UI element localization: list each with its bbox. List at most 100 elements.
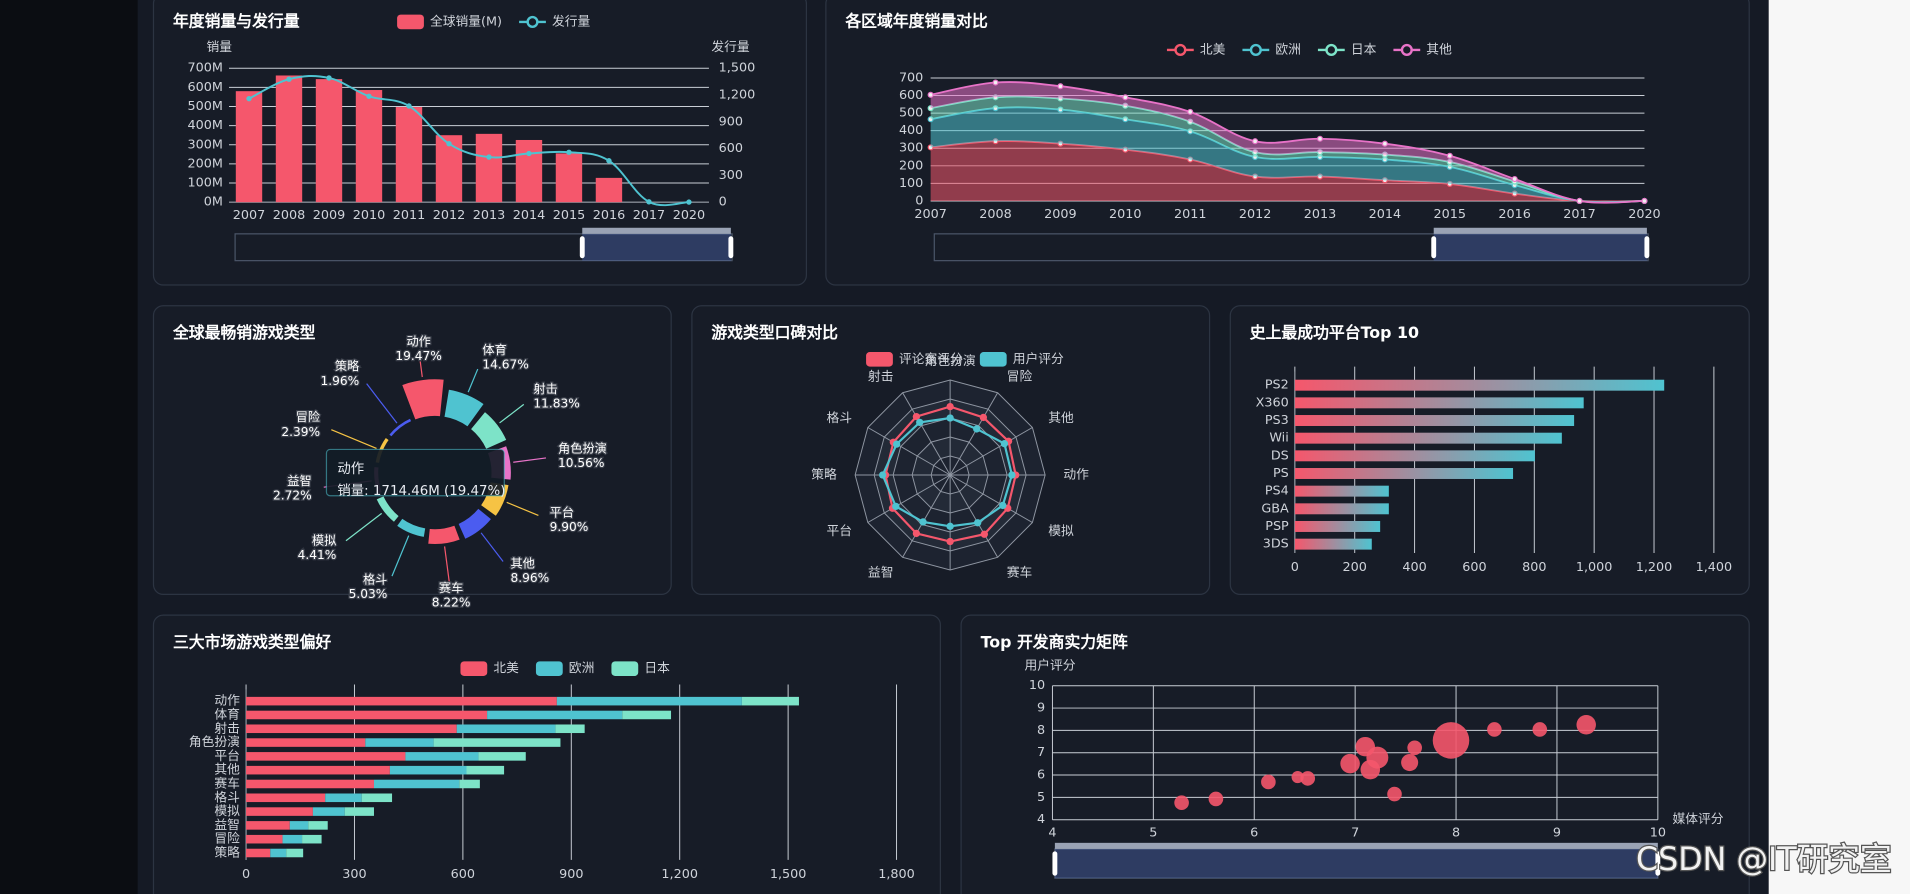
- bubble: [1387, 786, 1402, 802]
- bar: [595, 177, 623, 203]
- panel: [1229, 305, 1750, 595]
- bar: [355, 90, 383, 203]
- radar-spoke: [949, 427, 1033, 476]
- radar-axis-label: 平台: [826, 524, 852, 539]
- bar: [1294, 485, 1389, 497]
- bar: [515, 139, 543, 203]
- bar: [1294, 397, 1584, 409]
- radar-spoke: [902, 474, 951, 558]
- bubble: [1576, 715, 1596, 735]
- radar-point: [892, 440, 901, 448]
- x-tick-label: 2007: [914, 207, 947, 222]
- x-tick-label: 2011: [393, 208, 426, 223]
- watermark: CSDN @IT研究室: [1636, 842, 1892, 878]
- radar-point: [912, 529, 921, 538]
- legend-label: 北美: [493, 661, 519, 676]
- pie-label: 益智: [287, 473, 311, 488]
- y-tick-label: 0M: [204, 195, 223, 210]
- x-tick-label: 1,200: [661, 867, 698, 882]
- point: [992, 79, 999, 86]
- y-tick-label: PSP: [1265, 519, 1289, 534]
- area: [930, 107, 1645, 203]
- leader-line: [443, 546, 451, 584]
- x-axis-title: 媒体评分: [1672, 812, 1723, 827]
- pie-label: 格斗: [363, 572, 387, 587]
- y-tick-label: PS3: [1265, 413, 1289, 428]
- rose-sector: [400, 378, 445, 421]
- legend-label: 其他: [1426, 42, 1452, 57]
- bar: [246, 724, 457, 734]
- x-tick-label: 1,200: [1636, 560, 1673, 575]
- bar: [246, 834, 283, 844]
- radar-point: [946, 402, 954, 411]
- bar: [1294, 450, 1535, 462]
- x-tick-label: 600: [451, 867, 475, 882]
- panel-title: 全球最畅销游戏类型: [172, 323, 316, 342]
- y-tick-label: PS2: [1265, 378, 1289, 393]
- x-tick-label: 2009: [1044, 207, 1077, 222]
- legend-swatch: [526, 15, 539, 29]
- point: [1316, 135, 1324, 142]
- bar: [246, 848, 271, 858]
- y-tick-label: 策略: [214, 844, 240, 860]
- legend-swatch: [866, 351, 893, 367]
- legend-swatch: [397, 14, 424, 30]
- x-tick-label: 9: [1553, 826, 1561, 841]
- x-tick-label: 6: [1250, 826, 1258, 841]
- bubble: [1532, 722, 1548, 737]
- y-tick-label: 300: [899, 141, 923, 156]
- legend-swatch: [535, 661, 563, 676]
- bar: [456, 724, 556, 734]
- legend-swatch: [1400, 43, 1413, 57]
- bar: [405, 752, 479, 761]
- y-tick-label: 100: [899, 176, 923, 191]
- radar-point: [980, 530, 988, 538]
- leader-line: [391, 535, 410, 577]
- left-margin: [0, 0, 138, 894]
- legend-label: 用户评分: [1013, 351, 1064, 367]
- zoom-handle: [1644, 236, 1650, 259]
- x-tick-label: 0: [242, 867, 250, 882]
- bubble: [1366, 746, 1389, 769]
- x-tick-label: 2015: [553, 208, 586, 223]
- bar: [312, 807, 345, 816]
- point: [246, 95, 252, 102]
- point: [526, 150, 532, 157]
- bar: [475, 133, 503, 203]
- bar: [275, 75, 303, 203]
- radar-point: [1008, 471, 1016, 479]
- y-tick-label: PS: [1273, 466, 1289, 481]
- y-tick-label: 冒险: [214, 832, 240, 847]
- point: [606, 158, 612, 164]
- x-tick-label: 1,000: [1576, 560, 1613, 575]
- zoom-bar: [1054, 842, 1658, 849]
- pie-label: 策略: [335, 358, 359, 373]
- point: [326, 75, 332, 81]
- leader-line: [366, 383, 398, 424]
- x-tick-label: 800: [1522, 560, 1546, 575]
- area-line: [930, 81, 1645, 204]
- y-tick-label: 500: [899, 106, 923, 121]
- legend-label: 全球销量(M): [430, 13, 502, 29]
- point: [566, 149, 572, 155]
- legend-swatch: [1249, 43, 1262, 57]
- line: [248, 75, 690, 207]
- y-tick-label: 200: [899, 158, 923, 173]
- y2-axis-title: 发行量: [711, 39, 750, 55]
- point: [927, 91, 934, 98]
- pie-label: 射击: [533, 381, 557, 396]
- y2-tick-label: 0: [719, 195, 727, 210]
- panel-title: 游戏类型口碑对比: [711, 323, 838, 342]
- y-tick-label: 600M: [188, 80, 223, 95]
- radar-spoke: [902, 392, 951, 476]
- bubble: [1208, 791, 1224, 807]
- bar: [302, 834, 322, 844]
- pie-label: 其他: [511, 556, 535, 570]
- point: [646, 199, 652, 205]
- area: [930, 96, 1645, 203]
- radar-point: [973, 425, 981, 433]
- x-tick-label: 2020: [673, 208, 706, 223]
- point: [1187, 108, 1194, 115]
- pie-label: 角色扮演: [558, 441, 607, 456]
